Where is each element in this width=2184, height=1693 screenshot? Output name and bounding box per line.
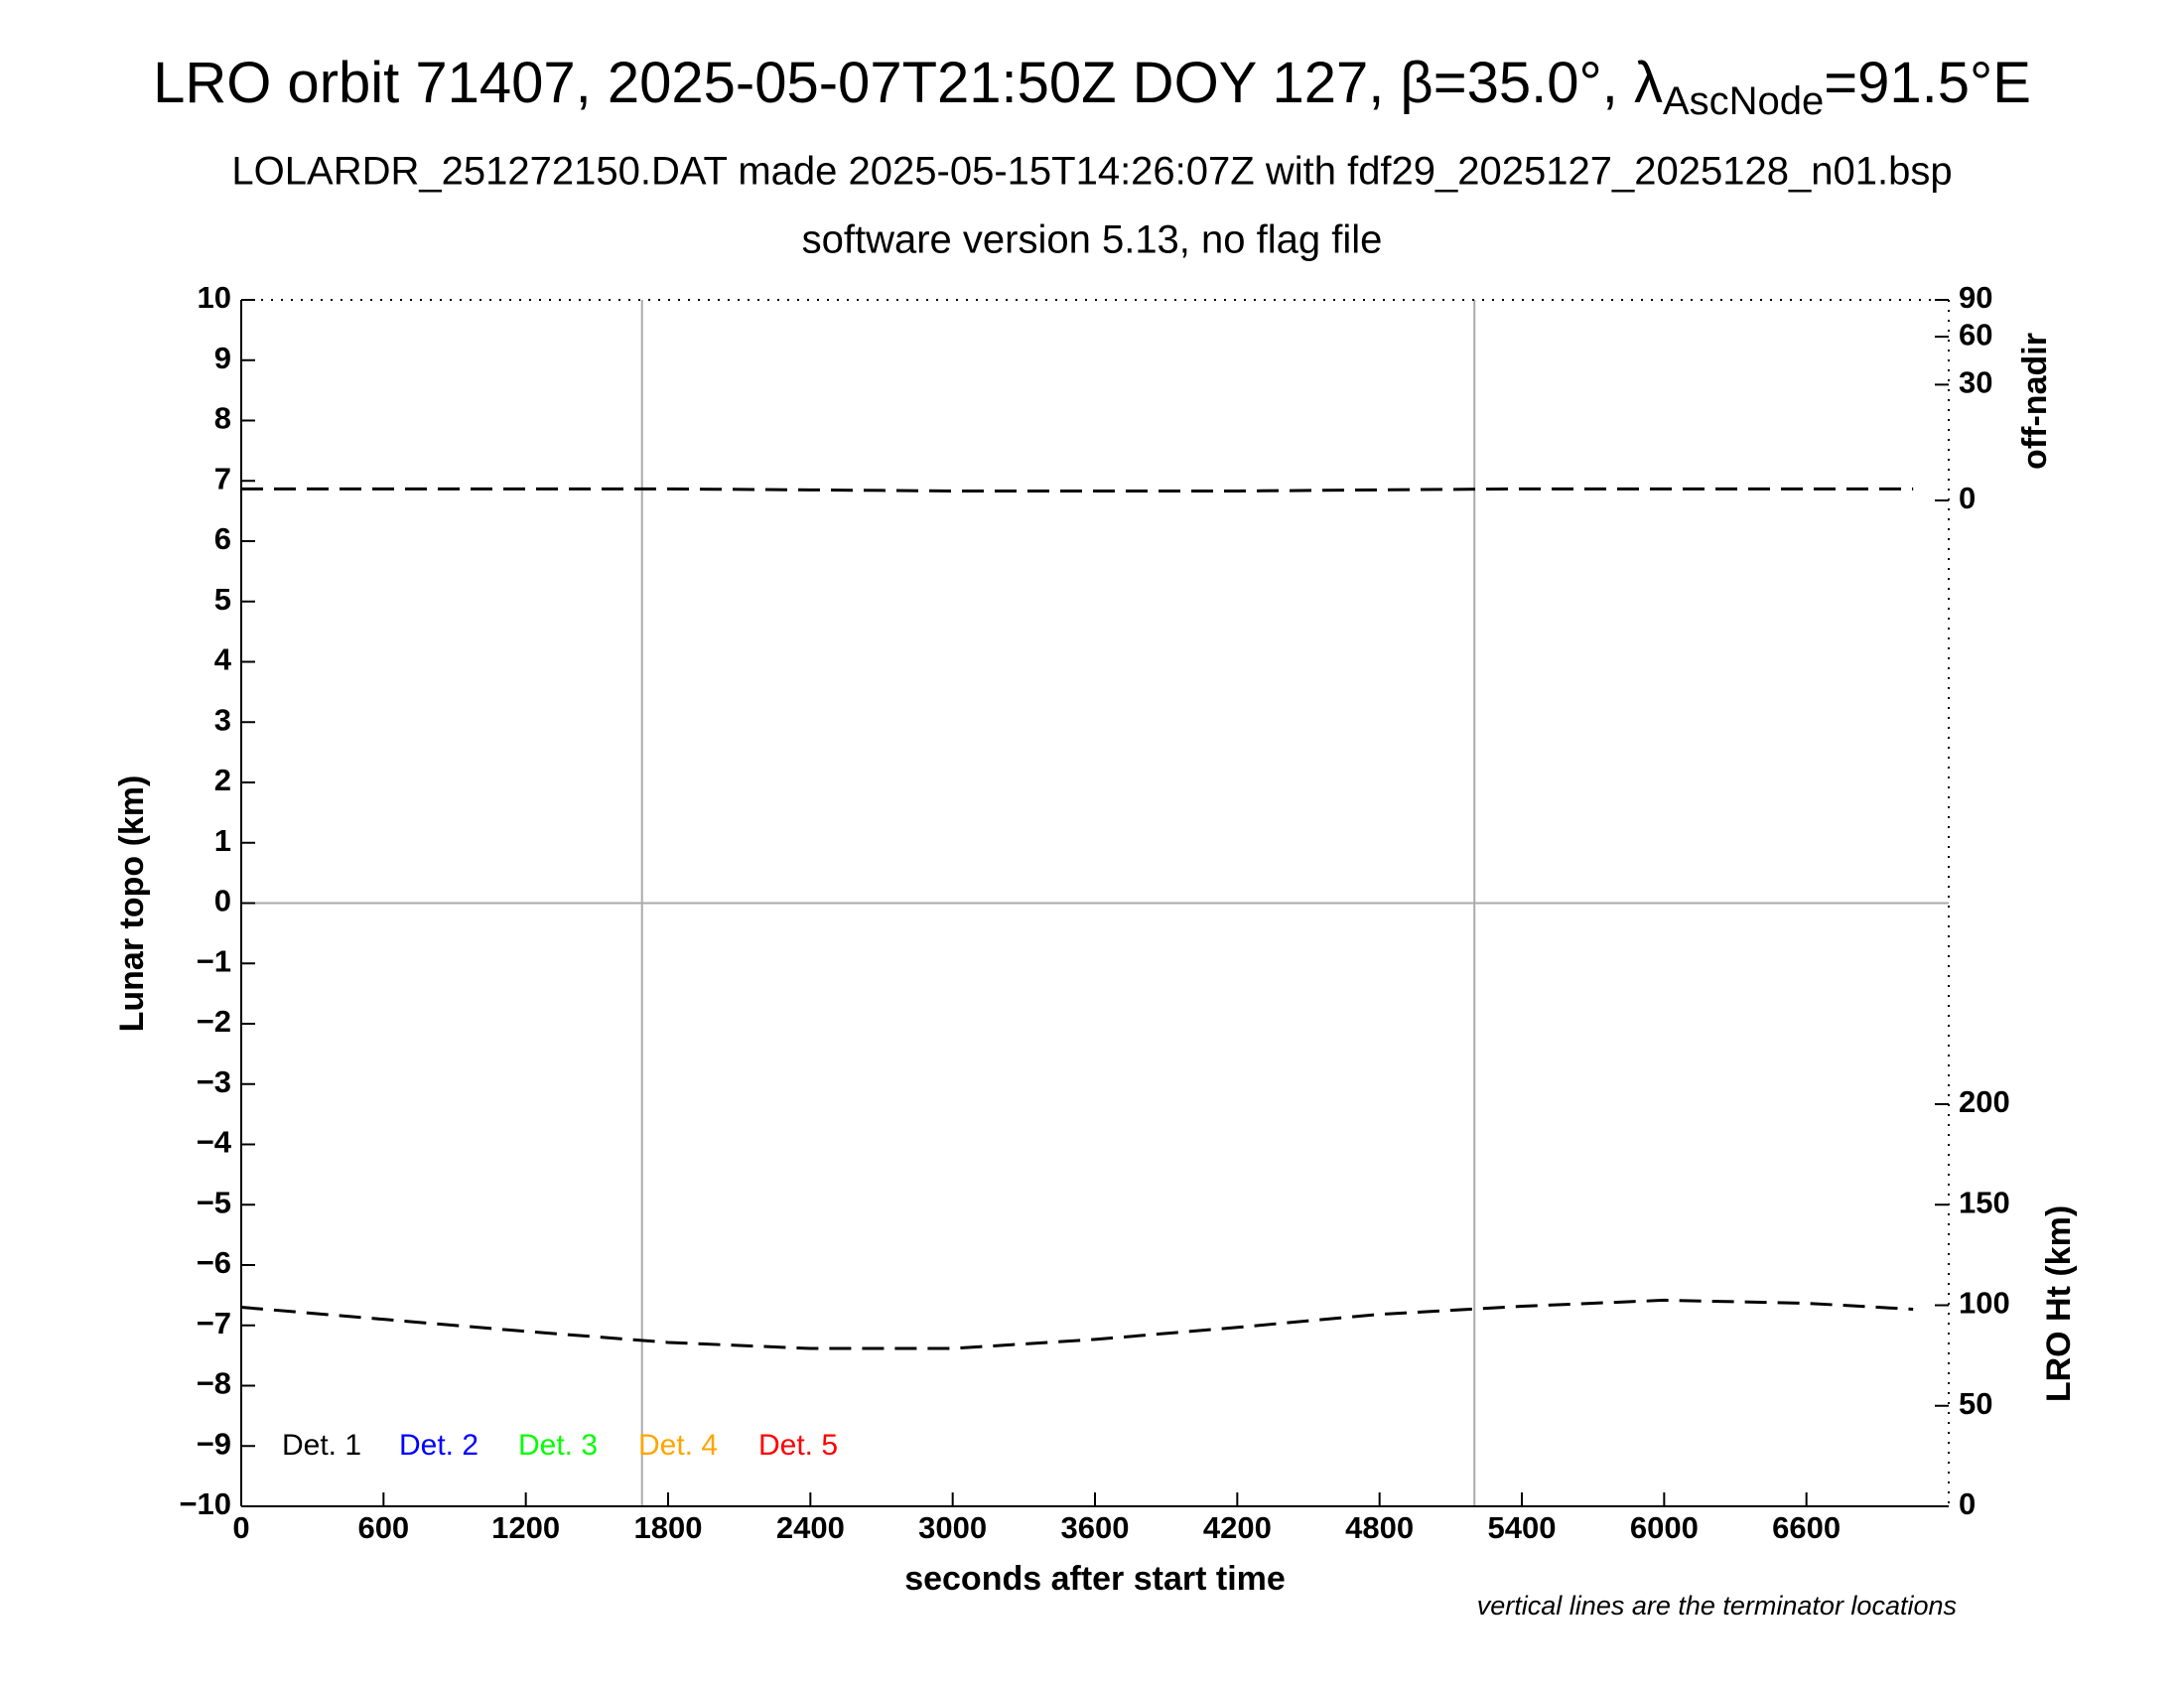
title-end: =91.5°E <box>1824 51 2031 115</box>
legend-entry: Det. 1 <box>282 1429 361 1462</box>
y-tick-label: 7 <box>214 461 231 495</box>
y3-tick-label: 0 <box>1959 1486 1976 1521</box>
x-tick-label: 1800 <box>634 1510 703 1545</box>
y-tick-label: 5 <box>214 582 231 617</box>
y2-tick-label: 30 <box>1959 365 1992 400</box>
series-line <box>241 487 1914 493</box>
subtitle: software version 5.13, no flag file <box>802 218 1383 262</box>
y-tick-label: −2 <box>197 1004 231 1039</box>
x-tick-label: 3600 <box>1061 1510 1130 1545</box>
legend-entry: Det. 5 <box>758 1429 838 1462</box>
y-tick-label: 8 <box>214 401 231 436</box>
x-tick-label: 1200 <box>491 1510 560 1545</box>
y-tick-label: −8 <box>197 1366 231 1401</box>
y3-tick-label: 200 <box>1959 1084 2010 1119</box>
x-tick-label: 0 <box>232 1510 249 1545</box>
y-tick-label: 0 <box>214 884 231 918</box>
y-tick-label: 4 <box>214 642 232 677</box>
x-tick-label: 4800 <box>1345 1510 1414 1545</box>
x-tick-label: 4200 <box>1203 1510 1272 1545</box>
y2-tick-label: 90 <box>1959 280 1992 315</box>
y3-tick-label: 50 <box>1959 1386 1992 1421</box>
y-tick-label: −5 <box>197 1185 231 1219</box>
y-tick-label: 9 <box>214 341 231 375</box>
x-tick-label: 6600 <box>1772 1510 1841 1545</box>
title-main: LRO orbit 71407, 2025-05-07T21:50Z DOY 1… <box>153 51 1663 115</box>
y-tick-label: −6 <box>197 1245 231 1280</box>
y-tick-label: 3 <box>214 702 231 737</box>
y-tick-label: −1 <box>197 943 231 978</box>
legend-entry: Det. 3 <box>518 1429 598 1462</box>
y2-axis-label: off-nadir <box>2016 333 2054 470</box>
note: vertical lines are the terminator locati… <box>1477 1591 1957 1621</box>
y2-tick-label: 0 <box>1959 481 1976 515</box>
x-tick-label: 3000 <box>918 1510 987 1545</box>
series-line <box>240 1298 1914 1350</box>
y3-axis-label: LRO Ht (km) <box>2040 1205 2078 1402</box>
subtitle: LOLARDR_251272150.DAT made 2025-05-15T14… <box>231 150 1952 194</box>
y-tick-label: −10 <box>179 1486 231 1521</box>
legend-entry: Det. 2 <box>399 1429 478 1462</box>
y-axis-label: Lunar topo (km) <box>113 776 151 1033</box>
y3-tick-label: 150 <box>1959 1185 2010 1219</box>
legend-entry: Det. 4 <box>638 1429 718 1462</box>
x-tick-label: 5400 <box>1488 1510 1557 1545</box>
x-tick-label: 600 <box>357 1510 409 1545</box>
y2-tick-label: 60 <box>1959 317 1992 352</box>
y-tick-label: −4 <box>197 1125 232 1160</box>
y-tick-label: 6 <box>214 521 231 556</box>
y-tick-label: 10 <box>198 280 231 315</box>
x-tick-label: 2400 <box>776 1510 845 1545</box>
x-tick-label: 6000 <box>1630 1510 1699 1545</box>
y-tick-label: −7 <box>197 1306 231 1340</box>
y-tick-label: 1 <box>214 823 231 858</box>
y3-tick-label: 100 <box>1959 1286 2010 1321</box>
y-tick-label: −9 <box>197 1426 231 1461</box>
x-axis-label: seconds after start time <box>904 1560 1286 1598</box>
y-tick-label: 2 <box>214 763 231 797</box>
y-tick-label: −3 <box>197 1064 231 1099</box>
chart-title: LRO orbit 71407, 2025-05-07T21:50Z DOY 1… <box>153 51 2031 122</box>
title-subscript: AscNode <box>1663 79 1824 123</box>
